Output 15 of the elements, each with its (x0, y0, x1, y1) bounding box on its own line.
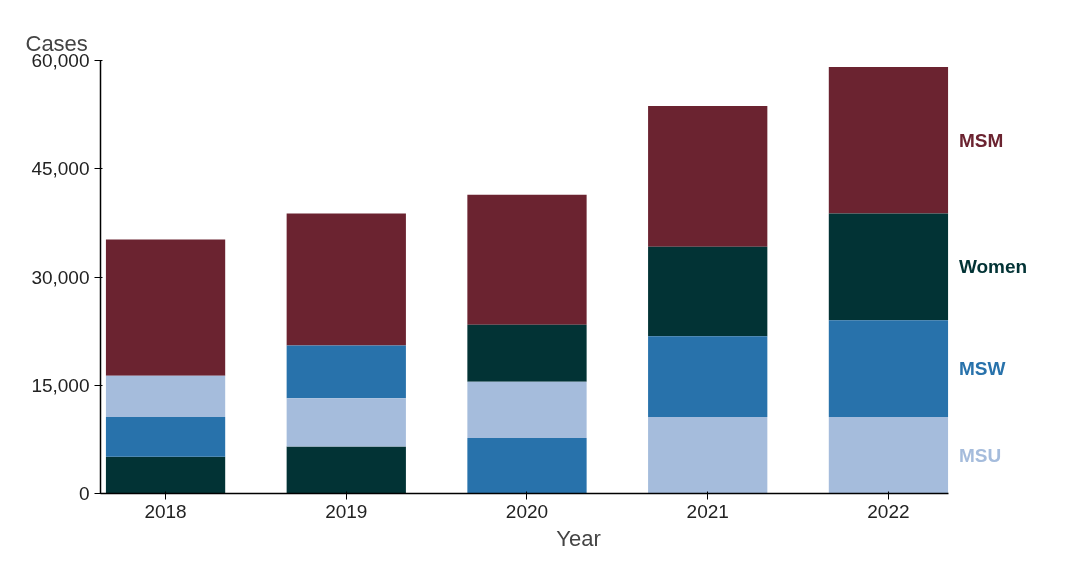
y-tick-label: 30,000 (31, 266, 90, 288)
y-tick-label: 15,000 (31, 374, 90, 396)
x-axis-title: Year (556, 525, 601, 551)
series-label: MSW (958, 358, 1006, 380)
x-tick-label: 2022 (867, 500, 910, 522)
series-label: Women (958, 256, 1028, 278)
series-label: MSU (958, 444, 1002, 466)
x-tick-label: 2018 (144, 500, 187, 522)
x-tick-label: 2019 (325, 500, 368, 522)
x-tick-label: 2020 (505, 500, 549, 522)
y-tick-label: 0 (78, 483, 90, 504)
series-label: MSM (958, 129, 1004, 151)
y-tick-label: 45,000 (31, 158, 90, 180)
x-tick-label: 2021 (686, 500, 729, 522)
y-tick-label: 60,000 (31, 50, 90, 71)
